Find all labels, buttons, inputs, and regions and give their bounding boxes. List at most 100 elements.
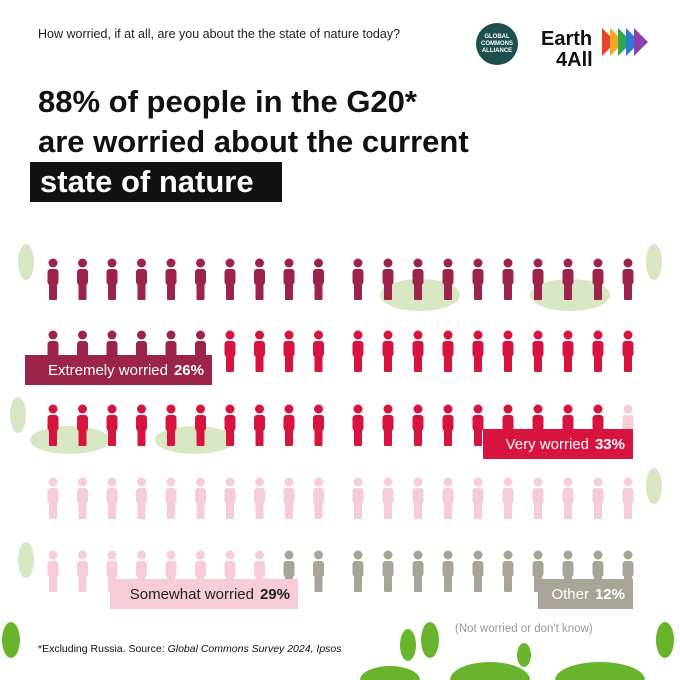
value-label: 12% bbox=[595, 586, 625, 603]
body bbox=[195, 415, 206, 431]
legs bbox=[137, 283, 146, 300]
person-icon bbox=[313, 330, 324, 372]
body bbox=[382, 488, 394, 504]
person-icon bbox=[592, 258, 604, 300]
head bbox=[593, 550, 603, 560]
body bbox=[592, 561, 604, 577]
head bbox=[623, 258, 633, 268]
note: (Not worried or don't know) bbox=[455, 623, 593, 635]
headline: 88% of people in the G20* bbox=[38, 84, 418, 119]
legs bbox=[255, 355, 264, 372]
body bbox=[283, 269, 295, 285]
person-icon bbox=[622, 330, 634, 372]
head bbox=[225, 404, 235, 414]
person-icon bbox=[313, 404, 324, 446]
legs bbox=[354, 502, 362, 519]
legs bbox=[108, 502, 116, 519]
body bbox=[313, 415, 324, 431]
legs bbox=[474, 502, 482, 519]
legs bbox=[564, 355, 572, 372]
body bbox=[106, 341, 118, 357]
head bbox=[413, 258, 423, 268]
label: Extremely worried 26% bbox=[48, 362, 204, 379]
head bbox=[503, 330, 513, 340]
head bbox=[255, 404, 264, 414]
person-icon bbox=[352, 404, 364, 446]
body bbox=[254, 341, 265, 357]
body bbox=[412, 488, 424, 504]
body bbox=[622, 561, 634, 577]
legs bbox=[414, 575, 422, 592]
head bbox=[107, 258, 117, 268]
person-icon bbox=[592, 477, 604, 519]
legs bbox=[314, 429, 323, 446]
head bbox=[533, 550, 543, 560]
person-icon bbox=[412, 550, 424, 592]
legs bbox=[108, 429, 116, 446]
body bbox=[562, 488, 574, 504]
person-icon bbox=[195, 258, 206, 300]
body bbox=[532, 341, 544, 357]
body bbox=[532, 488, 544, 504]
legs bbox=[504, 502, 512, 519]
body bbox=[532, 269, 544, 285]
label-box bbox=[110, 579, 298, 609]
legs bbox=[167, 429, 175, 446]
body bbox=[47, 341, 59, 357]
person-icon bbox=[283, 258, 295, 300]
head bbox=[353, 258, 363, 268]
head bbox=[533, 330, 543, 340]
person-icon bbox=[136, 404, 147, 446]
head bbox=[563, 550, 573, 560]
head bbox=[563, 404, 573, 414]
person-icon bbox=[442, 477, 454, 519]
person-icon bbox=[562, 330, 574, 372]
legs bbox=[624, 283, 632, 300]
legs bbox=[384, 575, 392, 592]
legs bbox=[564, 502, 572, 519]
body bbox=[77, 415, 88, 431]
legs bbox=[108, 283, 116, 300]
body bbox=[313, 341, 324, 357]
legs bbox=[504, 575, 512, 592]
head bbox=[413, 330, 423, 340]
head bbox=[383, 330, 393, 340]
body bbox=[352, 269, 364, 285]
head bbox=[473, 404, 483, 414]
body bbox=[224, 341, 236, 357]
body bbox=[502, 341, 514, 357]
body bbox=[442, 341, 454, 357]
body bbox=[562, 415, 574, 431]
head bbox=[383, 477, 393, 487]
person-icon bbox=[382, 477, 394, 519]
person-icon bbox=[412, 258, 424, 300]
headline-highlight bbox=[30, 162, 282, 202]
body bbox=[165, 561, 177, 577]
body bbox=[254, 269, 265, 285]
legs bbox=[384, 355, 392, 372]
person-icon bbox=[47, 404, 59, 446]
gca-logo bbox=[476, 23, 518, 65]
head bbox=[383, 550, 393, 560]
body bbox=[224, 488, 236, 504]
labels: Extremely worried 26% Very worried 33% Somew… bbox=[25, 355, 633, 635]
head bbox=[196, 330, 205, 340]
legs bbox=[624, 355, 632, 372]
body bbox=[195, 341, 206, 357]
legs bbox=[384, 502, 392, 519]
person-icon bbox=[472, 258, 484, 300]
label-box bbox=[538, 579, 633, 609]
legs bbox=[384, 429, 392, 446]
person-icon bbox=[224, 258, 236, 300]
body bbox=[562, 561, 574, 577]
head bbox=[473, 477, 483, 487]
person-icon bbox=[47, 258, 59, 300]
person-icon bbox=[352, 330, 364, 372]
body bbox=[352, 415, 364, 431]
person-icon bbox=[622, 258, 634, 300]
head bbox=[107, 404, 117, 414]
person-icon bbox=[254, 477, 265, 519]
headline: are worried about the current bbox=[38, 124, 469, 159]
head bbox=[107, 330, 117, 340]
body bbox=[622, 341, 634, 357]
